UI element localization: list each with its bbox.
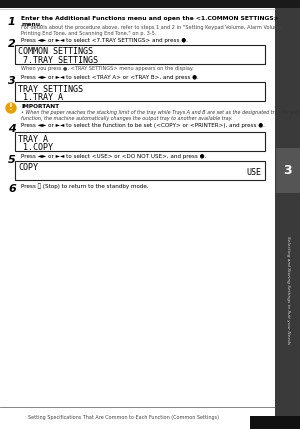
Bar bbox=[15, 161, 265, 180]
Text: Setting Specifications That Are Common to Each Function (Common Settings): Setting Specifications That Are Common t… bbox=[28, 416, 219, 420]
Text: Press ◄► or ►◄ to select <USE> or <DO NOT USE>, and press ●.: Press ◄► or ►◄ to select <USE> or <DO NO… bbox=[21, 154, 206, 159]
Text: For details about the procedure above, refer to steps 1 and 2 in "Setting Keypad: For details about the procedure above, r… bbox=[21, 25, 284, 36]
Text: TRAY SETTINGS: TRAY SETTINGS bbox=[18, 85, 83, 94]
Bar bbox=[0, 0, 300, 8]
Text: When you press ●, <TRAY SETTINGS> menu appears on the display.: When you press ●, <TRAY SETTINGS> menu a… bbox=[21, 66, 194, 71]
Text: 7.TRAY SETTINGS: 7.TRAY SETTINGS bbox=[18, 56, 98, 65]
Text: 1.TRAY A: 1.TRAY A bbox=[18, 93, 63, 102]
Text: Enter the Additional Functions menu and open the <1.COMMON SETTINGS> menu.: Enter the Additional Functions menu and … bbox=[21, 16, 279, 27]
Text: 5: 5 bbox=[8, 155, 16, 165]
Text: Press ◄► or ►◄ to select <7.TRAY SETTINGS> and press ●.: Press ◄► or ►◄ to select <7.TRAY SETTING… bbox=[21, 38, 188, 43]
Text: 1.COPY: 1.COPY bbox=[18, 143, 53, 152]
Bar bbox=[0, 407, 275, 429]
Text: 1: 1 bbox=[8, 17, 16, 27]
Text: TRAY A: TRAY A bbox=[18, 135, 48, 143]
Bar bbox=[15, 132, 265, 151]
Bar bbox=[276, 148, 300, 193]
Bar bbox=[275, 0, 300, 429]
Text: COMMON SETTINGS: COMMON SETTINGS bbox=[18, 48, 93, 57]
Bar bbox=[250, 416, 300, 429]
Text: COPY: COPY bbox=[18, 163, 38, 172]
Text: !: ! bbox=[9, 103, 13, 112]
Text: 6: 6 bbox=[8, 184, 16, 194]
Text: IMPORTANT: IMPORTANT bbox=[21, 104, 59, 109]
Text: USE: USE bbox=[246, 168, 261, 177]
Bar bbox=[15, 82, 265, 101]
Text: 2: 2 bbox=[8, 39, 16, 49]
Circle shape bbox=[6, 103, 16, 113]
Text: 3: 3 bbox=[283, 164, 292, 177]
Text: 4: 4 bbox=[8, 124, 16, 134]
Text: 3-13: 3-13 bbox=[260, 416, 274, 420]
Text: Selecting and Storing Settings to Suit your Needs: Selecting and Storing Settings to Suit y… bbox=[286, 236, 289, 344]
Text: Press Ⓢ (Stop) to return to the standby mode.: Press Ⓢ (Stop) to return to the standby … bbox=[21, 183, 148, 189]
Text: • When the paper reaches the stacking limit of the tray while Trays A and B are : • When the paper reaches the stacking li… bbox=[21, 110, 300, 121]
Text: 3: 3 bbox=[8, 76, 16, 86]
Text: Press ◄► or ►◄ to select the function to be set (<COPY> or <PRINTER>), and press: Press ◄► or ►◄ to select the function to… bbox=[21, 123, 265, 128]
Bar bbox=[15, 45, 265, 64]
Text: Press ◄► or ►◄ to select <TRAY A> or <TRAY B>, and press ●.: Press ◄► or ►◄ to select <TRAY A> or <TR… bbox=[21, 75, 199, 80]
